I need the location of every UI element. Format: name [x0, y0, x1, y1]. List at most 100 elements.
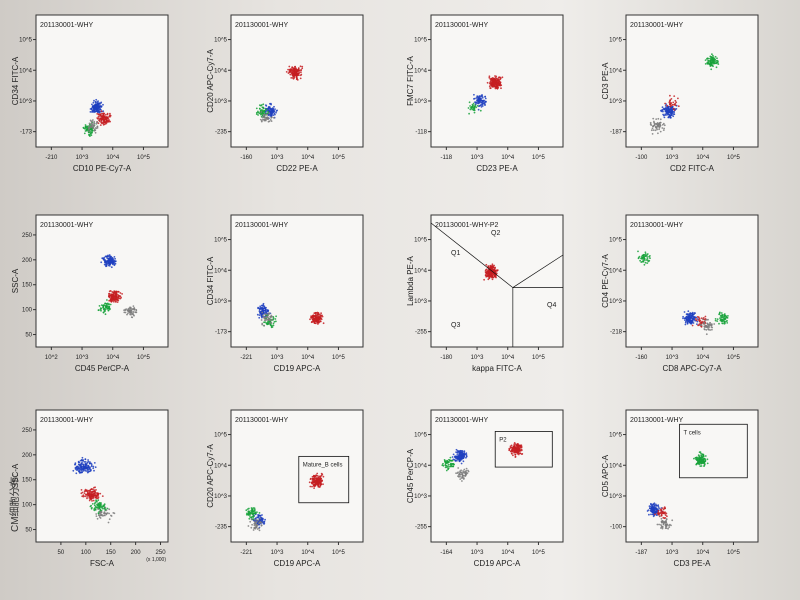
y-tick-label: 10^3: [19, 99, 32, 105]
event-point: [100, 110, 103, 113]
event-point: [264, 321, 266, 324]
event-point: [258, 314, 261, 316]
event-point: [488, 85, 491, 88]
event-point: [109, 112, 111, 115]
event-point: [674, 102, 677, 105]
event-point: [95, 98, 98, 101]
event-point: [265, 311, 268, 314]
event-point: [710, 324, 713, 327]
event-point: [469, 108, 472, 111]
event-point: [108, 518, 111, 521]
event-point: [496, 81, 499, 83]
event-point: [98, 511, 101, 514]
scatter-plot-3: 201130001-WHY CD10 PE-Cy7-A CD34 FITC-A -21…: [11, 14, 169, 173]
x-tick-label: -187: [635, 550, 648, 556]
event-point: [489, 271, 492, 274]
event-point: [99, 111, 101, 113]
y-tick-label: 10^3: [609, 494, 622, 500]
event-point: [459, 459, 461, 461]
event-point: [496, 270, 498, 272]
event-point: [250, 511, 253, 514]
event-point: [109, 303, 112, 306]
event-point: [99, 114, 102, 117]
event-point: [105, 509, 108, 512]
event-point: [491, 268, 494, 271]
event-point: [94, 508, 97, 511]
quadrant-line: [430, 222, 514, 288]
event-point: [462, 457, 465, 460]
event-point: [450, 463, 452, 466]
event-point: [88, 130, 90, 133]
event-point: [479, 109, 482, 112]
event-point: [664, 105, 667, 107]
event-point: [75, 472, 78, 475]
event-point: [682, 317, 684, 320]
event-point: [483, 278, 485, 281]
event-point: [704, 459, 707, 462]
event-point: [108, 293, 110, 295]
event-point: [83, 132, 86, 135]
x-tick-label: 10^5: [532, 155, 545, 161]
event-point: [74, 467, 77, 469]
event-point: [104, 114, 107, 116]
event-point: [96, 105, 98, 108]
y-tick-label: 10^4: [19, 68, 32, 74]
scatter-plot-12: 201130001-WHY CD2 FITC-A CD3 PE-A -100 10^3 1…: [601, 14, 759, 173]
y-tick-label: 10^4: [214, 268, 227, 274]
event-point: [297, 69, 300, 71]
event-point: [263, 520, 265, 523]
event-point: [666, 114, 668, 116]
x-tick-label: -210: [45, 155, 58, 161]
event-point: [685, 318, 688, 321]
event-point: [700, 455, 703, 457]
y-tick-label: 10^4: [214, 463, 227, 469]
x-tick-label: -164: [440, 550, 453, 556]
event-point: [108, 262, 111, 264]
event-point: [263, 319, 266, 322]
event-point: [721, 314, 724, 316]
event-point: [714, 60, 717, 62]
event-point: [698, 451, 701, 454]
event-point: [123, 309, 125, 312]
y-tick-label: -235: [215, 130, 228, 136]
event-point: [90, 462, 93, 465]
event-point: [271, 113, 273, 116]
event-point: [127, 312, 129, 315]
scatter-plot-11: 201130001-WHY CD8 APC-Cy7-A CD4 PE-Cy7-A -1…: [601, 214, 759, 373]
y-axis-label: Lambda PE-A: [406, 255, 415, 305]
event-point: [659, 121, 662, 124]
event-point: [690, 316, 693, 319]
event-point: [317, 481, 319, 484]
event-point: [260, 120, 263, 123]
event-point: [311, 485, 313, 488]
event-point: [704, 455, 707, 457]
x-tick-label: 10^3: [271, 550, 284, 556]
plot-title: 201130001-WHY: [40, 22, 94, 29]
event-point: [99, 118, 102, 120]
event-point: [258, 108, 261, 110]
y-axis-label: FMC7 FITC-A: [406, 55, 415, 105]
event-point: [103, 119, 105, 122]
event-point: [105, 120, 107, 123]
event-point: [313, 487, 315, 489]
event-point: [289, 71, 291, 73]
event-point: [518, 449, 521, 451]
event-point: [108, 508, 111, 511]
event-point: [661, 511, 664, 513]
event-point: [484, 100, 487, 103]
event-point: [294, 65, 296, 68]
event-point: [667, 112, 670, 114]
event-point: [684, 319, 686, 321]
event-point: [668, 108, 671, 111]
y-axis-label: CD3 PE-A: [601, 62, 610, 100]
event-point: [78, 461, 81, 464]
event-point: [258, 112, 260, 114]
event-point: [454, 459, 457, 462]
event-point: [132, 311, 135, 313]
event-point: [689, 322, 692, 324]
event-point: [103, 263, 106, 266]
x-tick-label: 10^3: [471, 550, 484, 556]
event-point: [262, 316, 265, 318]
event-point: [664, 527, 667, 530]
event-point: [100, 261, 103, 264]
